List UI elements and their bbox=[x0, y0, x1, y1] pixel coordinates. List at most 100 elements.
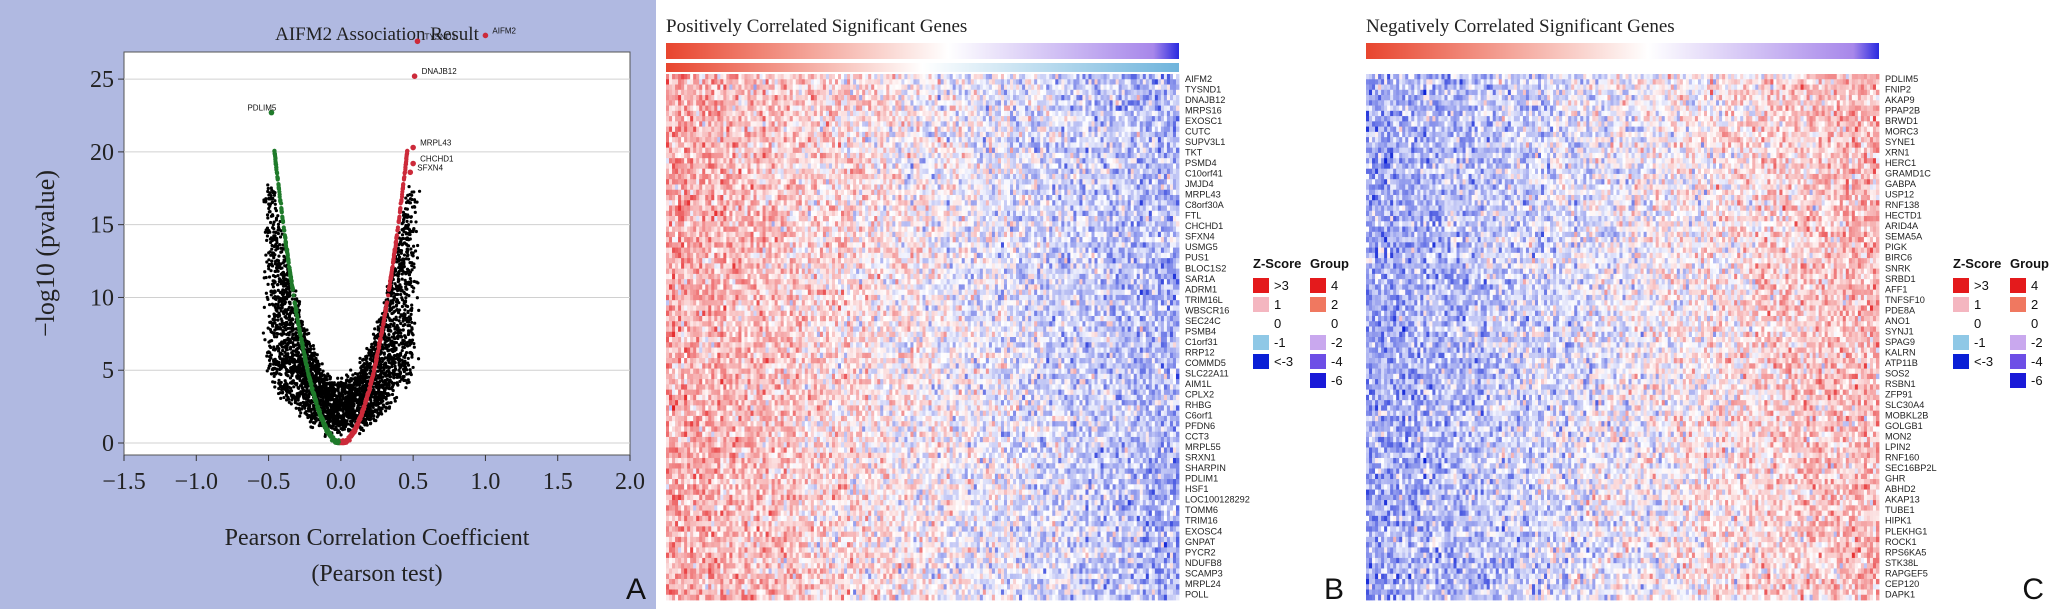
labeled-point bbox=[407, 169, 414, 176]
heatmap-cell bbox=[675, 300, 679, 306]
scatter-point bbox=[273, 335, 277, 339]
scatter-point bbox=[273, 294, 277, 299]
heatmap-cell bbox=[684, 100, 688, 106]
heatmap-cell bbox=[678, 158, 682, 164]
scatter-point bbox=[288, 326, 292, 330]
heatmap-cell bbox=[681, 457, 685, 464]
scatter-point bbox=[392, 371, 396, 376]
heatmap-cell bbox=[672, 594, 676, 601]
heatmap-cell bbox=[672, 126, 676, 133]
scatter-point bbox=[381, 345, 385, 350]
scatter-point bbox=[267, 275, 272, 279]
heatmap-cell bbox=[675, 242, 679, 248]
heatmap-cell bbox=[666, 521, 670, 527]
heatmap-cell bbox=[690, 284, 694, 291]
heatmap-cell bbox=[687, 358, 691, 364]
heatmap-cell bbox=[693, 95, 697, 101]
scatter-point bbox=[275, 258, 279, 262]
heatmap-cell bbox=[669, 89, 673, 96]
heatmap-cell bbox=[687, 557, 691, 564]
edge-point bbox=[400, 182, 406, 188]
scatter-point bbox=[286, 331, 291, 335]
heatmap-cell bbox=[666, 273, 670, 280]
heatmap-cell bbox=[669, 563, 673, 569]
scatter-point bbox=[307, 409, 311, 413]
heatmap-cell bbox=[681, 531, 685, 538]
scatter-point bbox=[361, 384, 365, 388]
heatmap-cell bbox=[684, 263, 688, 270]
heatmap-cell bbox=[675, 95, 679, 101]
scatter-point bbox=[407, 331, 411, 335]
heatmap-cell bbox=[672, 479, 676, 485]
scatter-point bbox=[285, 312, 289, 316]
heatmap-cell bbox=[669, 584, 673, 590]
heatmap-cell bbox=[687, 368, 691, 375]
heatmap-cell bbox=[684, 152, 688, 159]
edge-point bbox=[279, 207, 284, 212]
heatmap-cell bbox=[678, 510, 682, 517]
scatter-point bbox=[406, 378, 410, 382]
scatter-point bbox=[325, 400, 330, 404]
scatter-point bbox=[400, 296, 404, 300]
heatmap-cell bbox=[675, 410, 679, 417]
heatmap-cell bbox=[669, 415, 673, 422]
scatter-point bbox=[265, 350, 270, 355]
heatmap-cell bbox=[675, 436, 679, 443]
scatter-point bbox=[398, 308, 402, 312]
heatmap-cell bbox=[672, 331, 676, 338]
heatmap-cell bbox=[684, 552, 688, 559]
scatter-point bbox=[273, 262, 277, 266]
heatmap-cell bbox=[690, 342, 694, 348]
heatmap-cell bbox=[693, 258, 697, 264]
heatmap-cell bbox=[672, 184, 676, 191]
heatmap-cell bbox=[684, 268, 688, 275]
edge-point bbox=[273, 156, 278, 161]
heatmap-cell bbox=[687, 300, 691, 306]
heatmap-cell bbox=[684, 379, 688, 385]
heatmap-cell bbox=[678, 179, 682, 185]
heatmap-cell bbox=[687, 410, 691, 417]
scatter-point bbox=[389, 401, 393, 405]
heatmap-cell bbox=[678, 142, 682, 149]
heatmap-cell bbox=[690, 84, 694, 91]
scatter-point bbox=[273, 385, 277, 389]
scatter-point bbox=[320, 362, 324, 366]
edge-point bbox=[377, 341, 382, 346]
scatter-point bbox=[329, 394, 333, 399]
heatmap-cell bbox=[684, 500, 688, 506]
scatter-point bbox=[392, 324, 396, 328]
scatter-point bbox=[396, 310, 401, 315]
heatmap-cell bbox=[678, 184, 682, 191]
heatmap-cell bbox=[672, 379, 676, 385]
heatmap-cell bbox=[681, 594, 685, 601]
heatmap-cell bbox=[684, 189, 688, 196]
heatmap-cell bbox=[690, 526, 694, 533]
heatmap-cell bbox=[669, 142, 673, 149]
scatter-point bbox=[405, 236, 410, 240]
heatmap-cell bbox=[693, 247, 697, 254]
heatmap-cell bbox=[681, 110, 685, 117]
heatmap-cell bbox=[669, 273, 673, 280]
heatmap-cell bbox=[681, 216, 685, 222]
scatter-point bbox=[281, 328, 285, 333]
heatmap-cell bbox=[693, 405, 697, 412]
scatter-point bbox=[322, 389, 326, 393]
heatmap-cell bbox=[672, 95, 676, 101]
scatter-point bbox=[275, 240, 279, 245]
edge-point bbox=[287, 269, 293, 275]
scatter-point bbox=[282, 260, 286, 264]
scatter-point bbox=[403, 378, 408, 382]
heatmap-cell bbox=[669, 473, 673, 480]
scatter-point bbox=[379, 365, 383, 370]
scatter-point bbox=[400, 237, 404, 241]
labeled-point bbox=[411, 73, 418, 79]
heatmap-cell bbox=[672, 431, 676, 438]
heatmap-cell bbox=[681, 463, 685, 469]
heatmap-cell bbox=[687, 489, 691, 496]
scatter-point bbox=[274, 209, 278, 213]
heatmap-cell bbox=[681, 452, 685, 459]
point-label: SFXN4 bbox=[417, 163, 443, 172]
edge-point bbox=[297, 326, 302, 331]
edge-point bbox=[280, 219, 286, 225]
heatmap-cell bbox=[687, 252, 691, 259]
